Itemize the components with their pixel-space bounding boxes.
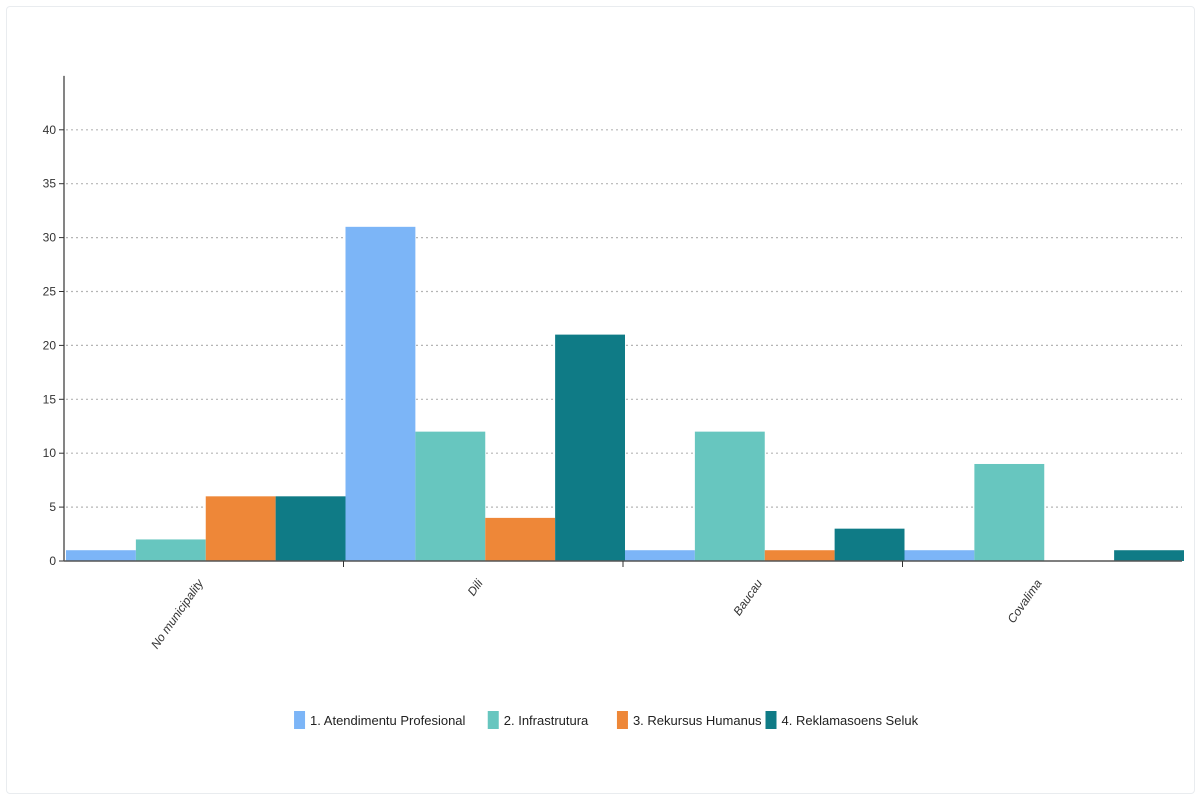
x-category-label: Covalima [1005, 576, 1045, 625]
bar[interactable] [555, 335, 625, 561]
x-category-label: Dili [465, 576, 486, 598]
bar[interactable] [415, 432, 485, 561]
bar[interactable] [1114, 550, 1184, 561]
bar[interactable] [276, 496, 346, 561]
bar[interactable] [485, 518, 555, 561]
legend-item[interactable]: 3. Rekursus Humanus [617, 711, 762, 729]
legend-swatch [766, 711, 777, 729]
legend-label: 1. Atendimentu Profesional [310, 713, 465, 728]
y-tick-label: 20 [43, 338, 57, 352]
y-tick-label: 0 [49, 554, 56, 568]
y-axis-ticks: 0 5 10 15 20 25 30 35 40 [43, 123, 64, 568]
legend-swatch [617, 711, 628, 729]
legend-swatch [488, 711, 499, 729]
x-category-label: Baucau [730, 576, 765, 618]
bar[interactable] [695, 432, 765, 561]
legend: 1. Atendimentu Profesional 2. Infrastrutu… [294, 711, 919, 729]
bar[interactable] [835, 529, 905, 561]
bar[interactable] [136, 539, 206, 561]
x-category-label: No municipality [148, 576, 207, 651]
bar[interactable] [206, 496, 276, 561]
bar[interactable] [625, 550, 695, 561]
legend-label: 2. Infrastrutura [504, 713, 589, 728]
y-tick-label: 10 [43, 446, 57, 460]
bar[interactable] [905, 550, 975, 561]
bar[interactable] [66, 550, 136, 561]
bars [66, 227, 1184, 561]
legend-item[interactable]: 2. Infrastrutura [488, 711, 589, 729]
y-tick-label: 5 [49, 500, 56, 514]
legend-label: 3. Rekursus Humanus [633, 713, 762, 728]
y-tick-label: 30 [43, 231, 57, 245]
bar[interactable] [765, 550, 835, 561]
legend-item[interactable]: 1. Atendimentu Profesional [294, 711, 465, 729]
legend-item[interactable]: 4. Reklamasoens Seluk [766, 711, 919, 729]
y-tick-label: 35 [43, 177, 57, 191]
x-axis-ticks: No municipality Dili Baucau Covalima [148, 561, 1045, 651]
y-tick-label: 25 [43, 285, 57, 299]
bar[interactable] [346, 227, 416, 561]
legend-label: 4. Reklamasoens Seluk [782, 713, 919, 728]
y-tick-label: 40 [43, 123, 57, 137]
y-tick-label: 15 [43, 392, 57, 406]
bar[interactable] [974, 464, 1044, 561]
legend-swatch [294, 711, 305, 729]
